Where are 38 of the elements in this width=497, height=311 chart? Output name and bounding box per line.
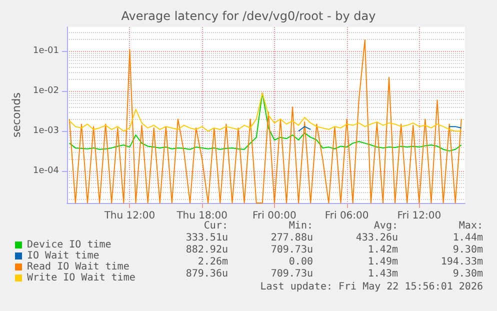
- text: 1.49m: [368, 256, 398, 268]
- text: 2.26m: [198, 256, 228, 268]
- text: 879.36u: [186, 268, 228, 280]
- legend-label: Write IO Wait time: [27, 272, 136, 284]
- text: Max:: [458, 220, 483, 232]
- text: 9.30m: [452, 244, 483, 256]
- line-series: [68, 92, 462, 132]
- text: 882.92u: [186, 244, 228, 256]
- text: 1.42m: [368, 244, 398, 256]
- legend-label: Device IO time: [27, 240, 112, 250]
- text: 433.26u: [356, 232, 398, 244]
- x-tick-label: Fri 00:00: [252, 210, 296, 222]
- chart-title: Average latency for /dev/vg0/root - by day: [121, 9, 376, 23]
- x-tick-label: Fri 12:00: [397, 210, 442, 222]
- text: 709.73u: [270, 268, 313, 280]
- y-tick-label: 1e-01: [33, 46, 59, 56]
- text: 277.88u: [270, 232, 313, 244]
- x-tick-label: Fri 06:00: [324, 210, 369, 222]
- legend-label: Read IO Wait time: [27, 262, 130, 272]
- text: 194.33m: [440, 256, 483, 268]
- text: 709.73u: [270, 244, 313, 256]
- y-tick-label: 1e-03: [33, 126, 59, 136]
- x-tick-label: Thu 18:00: [176, 210, 228, 222]
- y-tick-label: 1e-04: [33, 166, 60, 176]
- text: 0.00: [288, 256, 313, 268]
- line-series: [68, 39, 462, 204]
- x-tick-label: Thu 12:00: [103, 210, 156, 222]
- text: 333.51u: [186, 232, 228, 244]
- y-axis-title: seconds: [10, 92, 23, 138]
- text: Min:: [288, 220, 313, 232]
- legend-label: IO Wait time: [27, 250, 100, 262]
- text: 9.30m: [452, 268, 483, 280]
- y-tick-label: 1e-02: [33, 86, 59, 96]
- text: Cur:: [204, 220, 228, 232]
- text: 1.44m: [452, 232, 483, 244]
- text: Last update: Fri May 22 15:56:01 2026: [260, 282, 483, 292]
- text: Avg:: [374, 220, 398, 232]
- text: 1.43m: [368, 268, 398, 280]
